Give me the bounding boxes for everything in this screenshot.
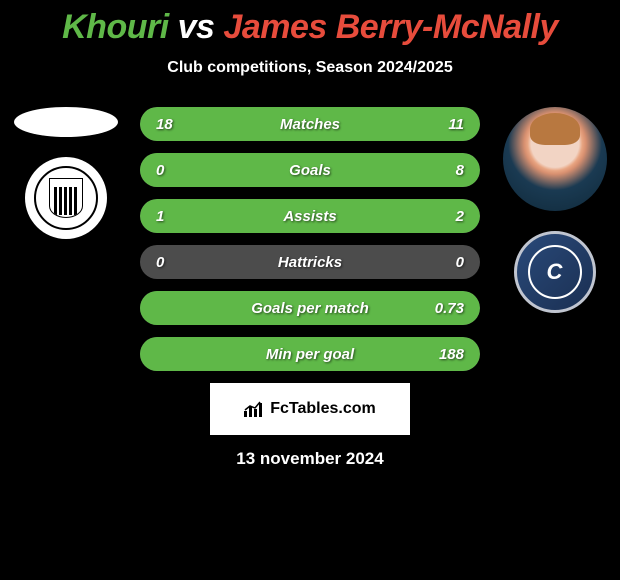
stat-value-right: 188 — [439, 346, 464, 363]
player2-photo — [503, 107, 607, 211]
stat-bar: 0 Hattricks 0 — [140, 245, 480, 279]
stat-value-right: 0.73 — [435, 300, 464, 317]
club1-badge — [25, 157, 107, 239]
bar-text-row: Goals per match 0.73 — [140, 291, 480, 325]
player2-name: James Berry-McNally — [223, 8, 557, 46]
left-column — [8, 107, 123, 239]
vs-text: vs — [178, 8, 215, 46]
stat-label: Goals per match — [251, 300, 369, 317]
stat-value-right: 0 — [456, 254, 464, 271]
stat-bar: Goals per match 0.73 — [140, 291, 480, 325]
stat-value-left: 0 — [156, 162, 164, 179]
comparison-date: 13 november 2024 — [0, 449, 620, 469]
right-column: C — [497, 107, 612, 313]
stat-label: Assists — [283, 208, 336, 225]
stat-bars: 18 Matches 11 0 Goals 8 1 Assists 2 0 Hattricks 0 Go… — [140, 107, 480, 371]
stat-label: Hattricks — [278, 254, 342, 271]
bar-text-row: Min per goal 188 — [140, 337, 480, 371]
stat-bar: 1 Assists 2 — [140, 199, 480, 233]
watermark-badge: FcTables.com — [210, 383, 410, 435]
stat-value-left: 1 — [156, 208, 164, 225]
comparison-title: Khouri vs James Berry-McNally — [0, 0, 620, 47]
bar-text-row: 0 Hattricks 0 — [140, 245, 480, 279]
stat-value-right: 11 — [448, 116, 464, 133]
stat-label: Min per goal — [266, 346, 354, 363]
stat-value-right: 8 — [456, 162, 464, 179]
bar-text-row: 18 Matches 11 — [140, 107, 480, 141]
content-area: C 18Matches110Goals81Assists20Hattricks0… — [0, 107, 620, 371]
stat-bar: 0 Goals 8 — [140, 153, 480, 187]
stat-bar: 18 Matches 11 — [140, 107, 480, 141]
stat-bar: Min per goal 188 — [140, 337, 480, 371]
stat-label: Goals — [289, 162, 331, 179]
chart-icon — [244, 401, 264, 417]
watermark-text: FcTables.com — [270, 400, 376, 418]
stat-label: Matches — [280, 116, 340, 133]
stat-value-right: 2 — [456, 208, 464, 225]
stat-value-left: 0 — [156, 254, 164, 271]
club2-badge: C — [514, 231, 596, 313]
comparison-subtitle: Club competitions, Season 2024/2025 — [0, 59, 620, 77]
player1-name: Khouri — [62, 8, 169, 46]
bar-text-row: 1 Assists 2 — [140, 199, 480, 233]
player1-silhouette — [14, 107, 118, 137]
bar-text-row: 0 Goals 8 — [140, 153, 480, 187]
stat-value-left: 18 — [156, 116, 173, 133]
